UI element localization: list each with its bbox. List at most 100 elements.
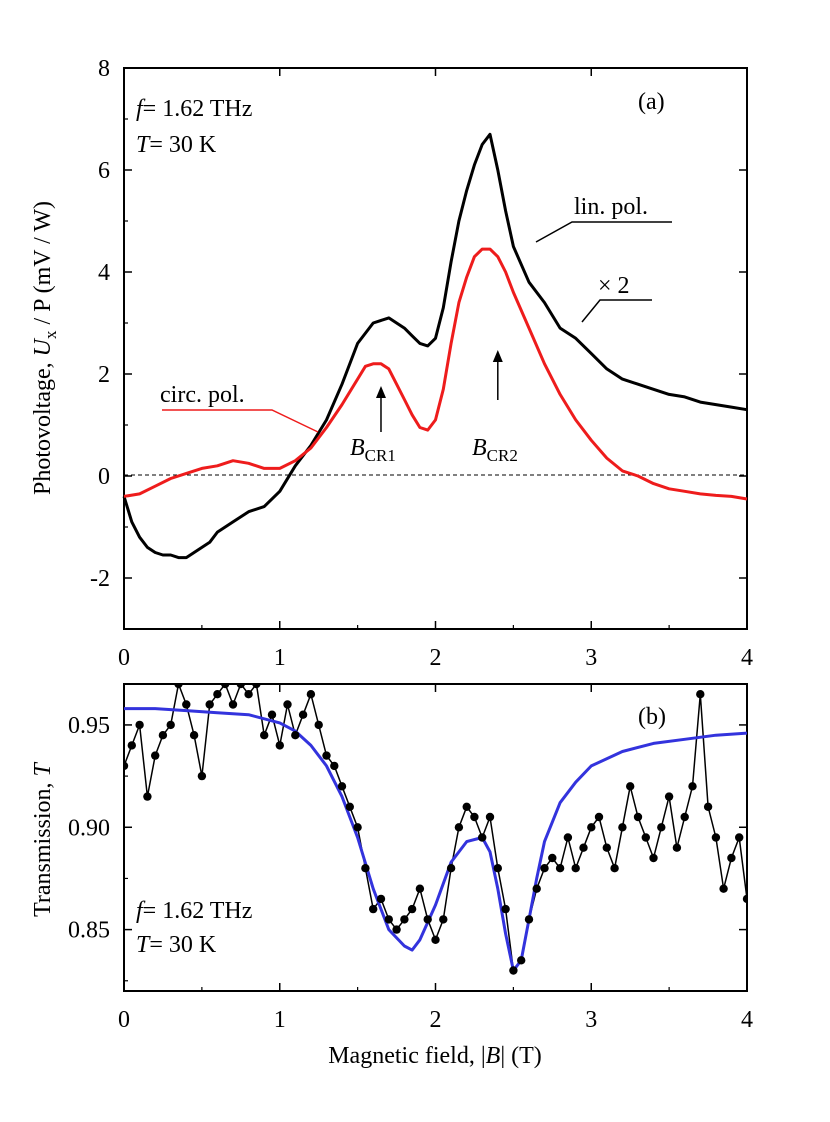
panel-b-xlabel: Magnetic field, |B| (T) — [328, 1043, 542, 1069]
transmission-data-point — [322, 751, 331, 760]
circ-pol-series-line — [123, 247, 748, 501]
panel-b-xtick-label: 3 — [585, 1007, 597, 1033]
transmission-data-point — [478, 833, 487, 842]
panel-b-plot-area — [124, 684, 747, 975]
transmission-data-point — [127, 741, 136, 750]
panel-a-ytick-label: 8 — [98, 56, 110, 82]
panel-b-ytick-label: 0.95 — [68, 713, 110, 739]
lin-pol-leader — [535, 221, 672, 243]
transmission-data-point — [431, 935, 440, 944]
transmission-data-point — [696, 690, 705, 699]
lin-pol-label: lin. pol. — [574, 194, 648, 220]
transmission-data-point — [337, 782, 347, 791]
panel-b: 0 1 2 3 4 0.85 0.90 0.95 f= 1.62 THz T= 30 K (b… — [30, 683, 753, 1069]
transmission-data-point — [540, 864, 549, 873]
transmission-data-point — [571, 864, 580, 873]
transmission-data-point — [353, 823, 362, 832]
transmission-data-point — [446, 864, 456, 873]
panel-b-xtick-label: 0 — [118, 1007, 130, 1033]
transmission-data-point — [376, 894, 386, 904]
panel-a-markers: BCR1 BCR2 — [350, 350, 518, 465]
transmission-data-point — [369, 904, 378, 914]
transmission-data-point — [189, 731, 199, 740]
circ-pol-label: circ. pol. — [160, 382, 245, 408]
transmission-data-point — [306, 690, 316, 699]
panel-b-xtick-label: 4 — [741, 1007, 753, 1033]
transmission-data-point — [532, 884, 541, 893]
transmission-data-point — [314, 720, 323, 730]
transmission-data-point — [703, 802, 713, 811]
panel-a-annotation-frequency: f= 1.62 THz — [136, 96, 252, 122]
panel-b-xtick-label: 1 — [274, 1007, 286, 1033]
transmission-data-point — [618, 823, 627, 832]
transmission-data-point — [392, 925, 401, 934]
transmission-data-point — [454, 823, 464, 832]
transmission-data-point — [626, 782, 635, 791]
panel-b-ylabel: Transmission, T — [30, 761, 56, 916]
transmission-data-point — [509, 966, 518, 975]
transmission-data-point — [680, 812, 689, 822]
transmission-data-point — [228, 700, 238, 709]
transmission-fit-line — [124, 707, 747, 972]
transmission-data-point — [151, 751, 160, 760]
panel-a-ytick-label: 2 — [98, 362, 110, 388]
panel-a-annotation-temperature: T= 30 K — [136, 132, 217, 158]
transmission-data-point — [462, 802, 471, 811]
panel-b-series — [124, 684, 747, 975]
panel-b-xtick-label: 2 — [430, 1007, 442, 1033]
transmission-data-point — [400, 915, 409, 924]
transmission-data-point — [641, 833, 650, 842]
transmission-data-point — [213, 690, 222, 699]
transmission-data-point — [563, 833, 573, 842]
panel-a-xtick-label: 4 — [741, 645, 753, 671]
transmission-data-point — [267, 710, 277, 719]
transmission-data-point — [182, 700, 191, 709]
transmission-data-point — [158, 731, 168, 740]
panel-a-xtick-label: 3 — [585, 645, 597, 671]
panel-a-ytick-label: 4 — [98, 260, 110, 286]
transmission-data-point — [252, 684, 261, 689]
transmission-data-point — [345, 802, 354, 811]
transmission-data-point — [602, 843, 611, 852]
transmission-data-point — [143, 792, 152, 801]
transmission-data-point — [197, 771, 207, 781]
transmission-data-point — [493, 864, 502, 873]
transmission-data-point — [244, 690, 253, 699]
transmission-data-point — [166, 720, 175, 730]
panel-a-series — [122, 132, 748, 560]
panel-b-annotation-frequency: f= 1.62 THz — [136, 898, 252, 924]
transmission-data-point — [633, 812, 643, 822]
x2-leader — [581, 299, 652, 323]
transmission-data-point — [688, 782, 697, 791]
transmission-data-point — [657, 823, 666, 832]
transmission-data-point — [470, 812, 479, 822]
panel-a-frame — [123, 67, 748, 630]
panel-b-annotation-temperature: T= 30 K — [136, 932, 217, 958]
transmission-data-point — [664, 792, 674, 801]
transmission-data-point — [587, 823, 596, 832]
transmission-data-point — [742, 894, 747, 904]
panel-a-label: (a) — [638, 89, 665, 115]
panel-b-ytick-label: 0.90 — [68, 815, 110, 841]
x2-label: × 2 — [598, 273, 630, 299]
transmission-data-point — [205, 700, 214, 709]
transmission-data-point — [124, 761, 129, 771]
lin-pol-series-line — [122, 132, 748, 560]
transmission-data-point — [672, 843, 682, 852]
transmission-data-point — [501, 904, 510, 914]
transmission-data-point — [283, 700, 292, 709]
transmission-data-point — [579, 843, 588, 852]
transmission-data-point — [649, 853, 658, 863]
transmission-data-point — [727, 853, 736, 863]
transmission-data-point — [236, 684, 245, 689]
panel-b-frame — [123, 683, 748, 992]
transmission-data-point — [423, 915, 432, 924]
transmission-data-point — [361, 864, 370, 873]
transmission-data-point — [415, 884, 425, 893]
transmission-data-point — [524, 915, 534, 924]
transmission-data-point — [291, 731, 300, 740]
marker-arrow-head — [492, 350, 503, 362]
panel-a-ytick-label: -2 — [90, 566, 110, 592]
marker-label: BCR1 — [350, 435, 396, 465]
